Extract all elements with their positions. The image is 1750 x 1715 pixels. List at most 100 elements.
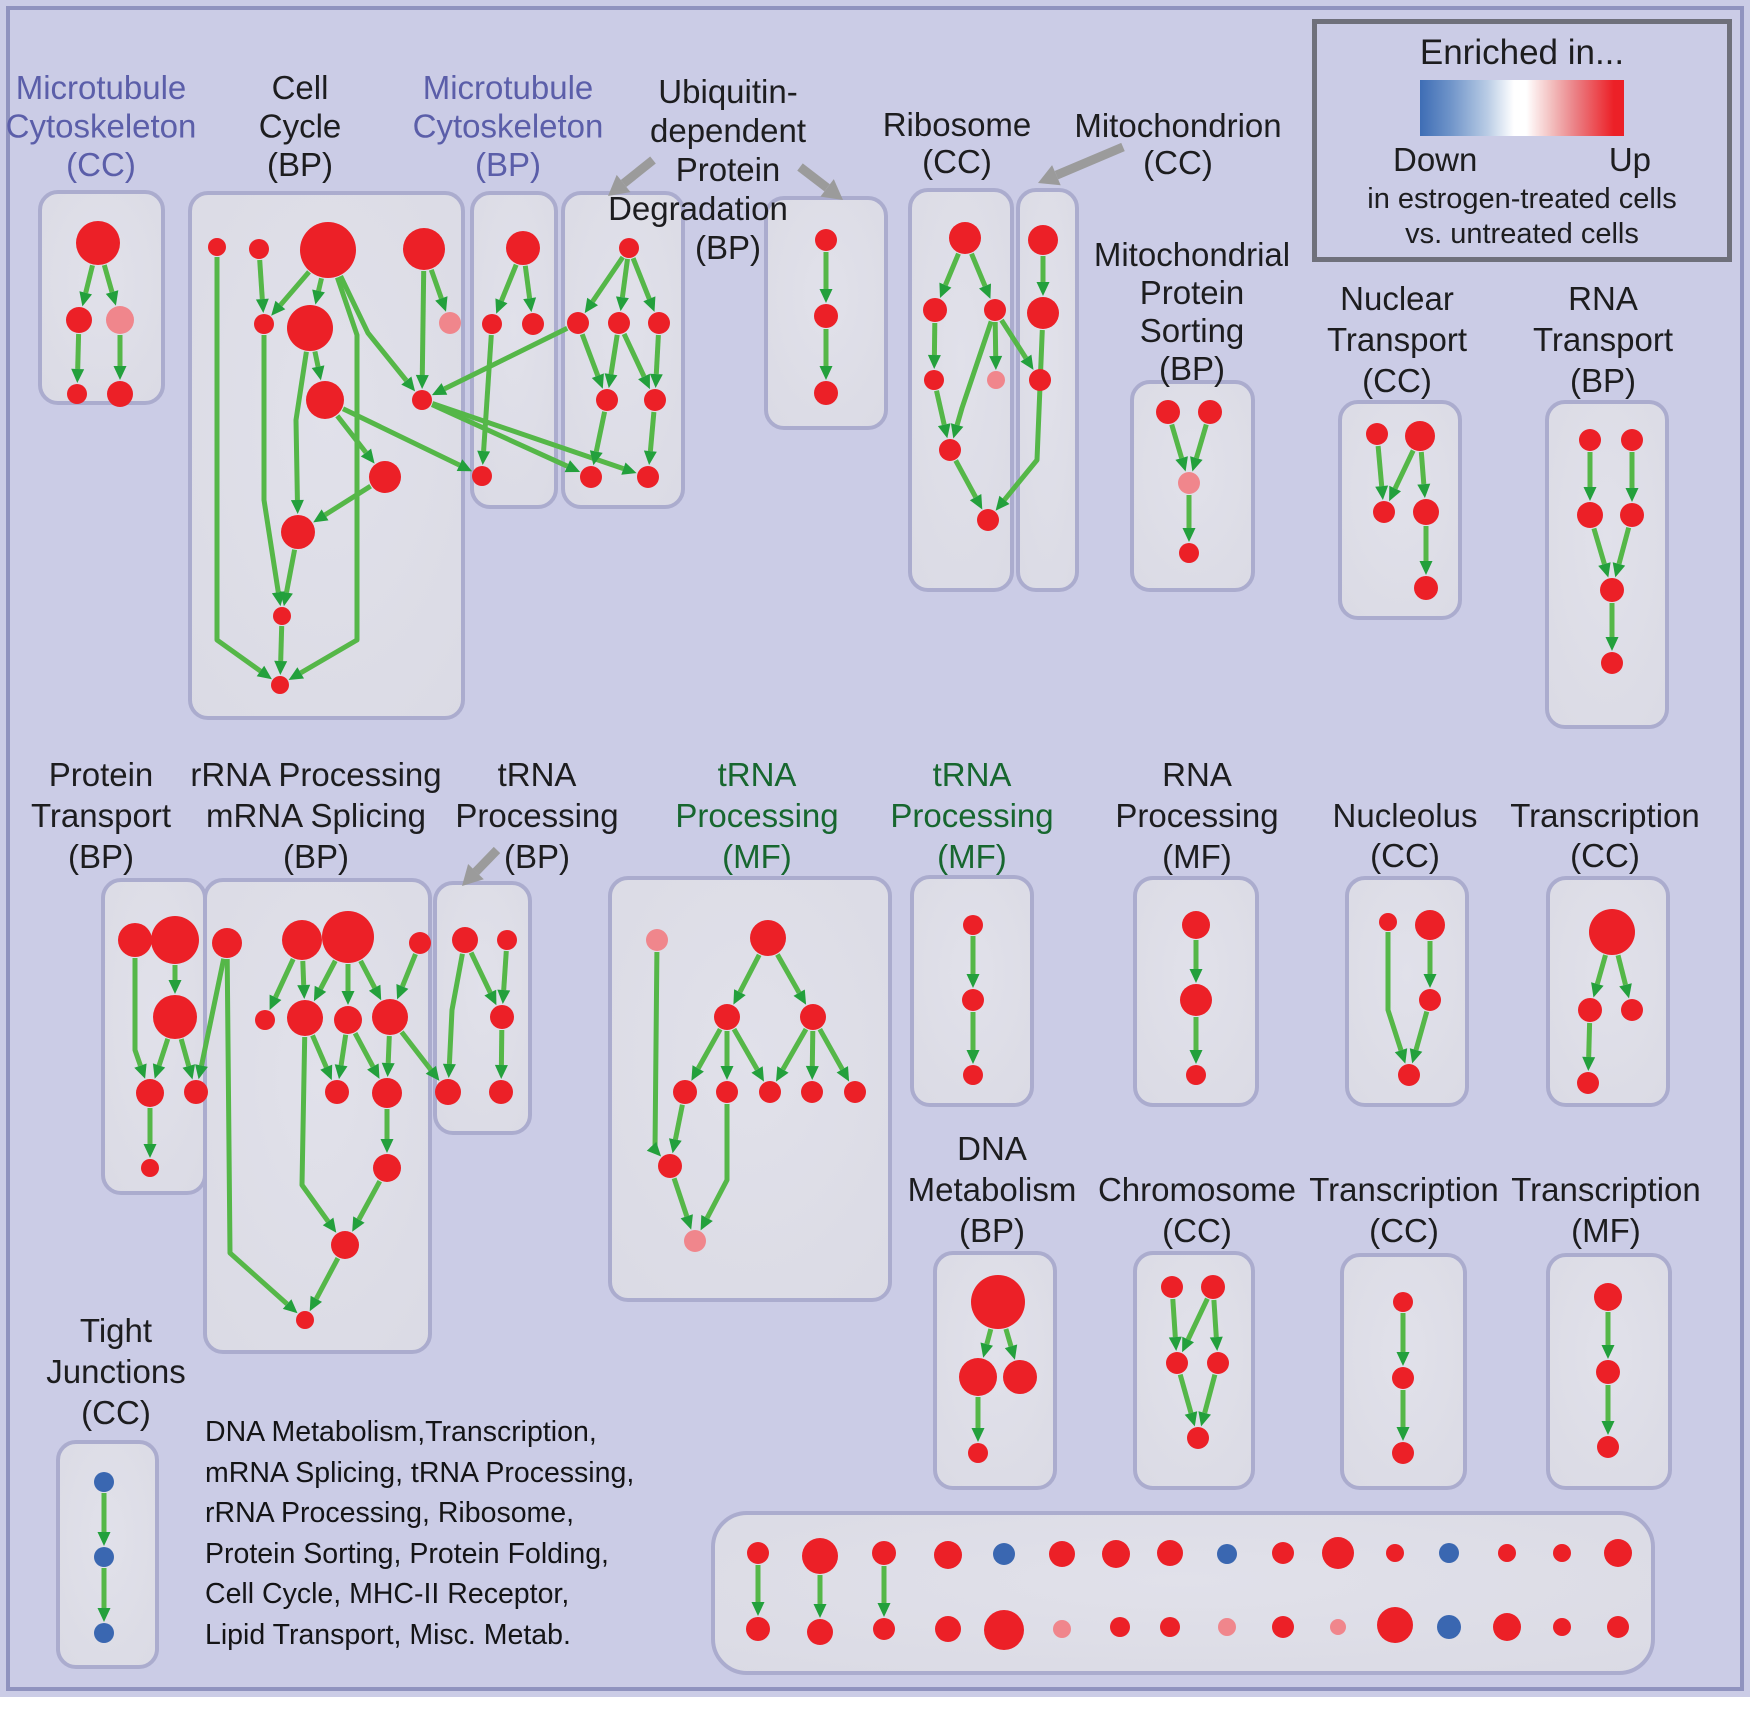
go-term-node-x3 bbox=[1621, 999, 1643, 1021]
go-term-node-q7 bbox=[334, 1006, 362, 1034]
edge-h4-h5 bbox=[1198, 1373, 1218, 1427]
edge-q7-q10 bbox=[352, 1032, 380, 1079]
cluster-label-rrna-processing-mrna-splicing: rRNA Processing mRNA Splicing (BP) bbox=[190, 756, 441, 875]
go-term-node-q9 bbox=[325, 1080, 349, 1104]
go-term-node-x4 bbox=[1577, 1072, 1599, 1094]
go-term-node-j5 bbox=[184, 1080, 208, 1104]
edge-c4-c9 bbox=[415, 270, 429, 389]
go-term-node-w2 bbox=[1027, 297, 1059, 329]
cluster-label-nuclear-transport: Nuclear Transport (CC) bbox=[1327, 280, 1467, 399]
edge-c9-u8 bbox=[431, 401, 637, 475]
go-term-node-q8 bbox=[372, 999, 408, 1035]
go-term-node-s2 bbox=[962, 989, 984, 1011]
go-term-node-h2 bbox=[1201, 1275, 1225, 1299]
go-term-node-B9 bbox=[1218, 1618, 1236, 1636]
edge-q2-q6 bbox=[297, 960, 311, 999]
go-term-node-j4 bbox=[136, 1079, 164, 1107]
go-term-node-t4 bbox=[435, 1079, 461, 1105]
go-term-node-d1 bbox=[971, 1275, 1025, 1329]
go-term-node-y3 bbox=[1392, 1442, 1414, 1464]
go-term-node-y2 bbox=[1392, 1367, 1414, 1389]
go-term-node-q3 bbox=[322, 911, 374, 963]
edge-k5-k6 bbox=[1605, 603, 1619, 651]
edge-u1-u3 bbox=[616, 258, 630, 312]
go-term-node-B13 bbox=[1437, 1615, 1461, 1639]
edge-k2-k4 bbox=[1625, 452, 1639, 502]
cluster-label-trna-processing-mf-1: tRNA Processing (MF) bbox=[675, 756, 838, 875]
go-term-node-b5 bbox=[993, 1543, 1015, 1565]
go-term-node-e4 bbox=[1413, 499, 1439, 525]
go-term-node-b13 bbox=[1439, 1543, 1459, 1563]
go-term-node-b15 bbox=[1553, 1544, 1571, 1562]
go-term-node-t5 bbox=[489, 1080, 513, 1104]
edge-a1-a2 bbox=[79, 264, 95, 307]
go-term-node-h1 bbox=[1161, 1276, 1183, 1298]
cluster-box-misc-terms bbox=[711, 1511, 1655, 1675]
cluster-label-trna-processing-mf-2: tRNA Processing (MF) bbox=[890, 756, 1053, 875]
edge-w1-w2 bbox=[1036, 256, 1050, 296]
edge-t2-t3 bbox=[497, 950, 511, 1004]
go-term-node-o3 bbox=[1419, 989, 1441, 1011]
go-term-node-w1 bbox=[1028, 225, 1058, 255]
legend-subtitle-2: vs. untreated cells bbox=[1405, 218, 1639, 250]
edge-j1-j4 bbox=[132, 958, 147, 1079]
edge-p1-p3 bbox=[1169, 423, 1188, 472]
edge-r6-r7 bbox=[953, 459, 983, 510]
edge-d1-d3 bbox=[1003, 1328, 1018, 1360]
go-term-node-B11 bbox=[1330, 1619, 1346, 1635]
go-term-node-z3 bbox=[1597, 1436, 1619, 1458]
edge-g3-g7 bbox=[731, 1027, 764, 1082]
cluster-box-transcription-cc-1 bbox=[1546, 876, 1670, 1107]
go-term-node-g11 bbox=[684, 1230, 706, 1252]
go-term-node-b6 bbox=[1049, 1541, 1075, 1567]
edge-t3-t5 bbox=[494, 1029, 508, 1079]
go-term-node-p2 bbox=[1198, 400, 1222, 424]
edge-j2-j3 bbox=[168, 965, 182, 994]
edge-d1-d2 bbox=[980, 1328, 994, 1358]
go-term-node-m4 bbox=[472, 466, 492, 486]
edge-c6-c11 bbox=[290, 351, 309, 514]
go-term-node-v1 bbox=[815, 229, 837, 251]
go-term-node-b12 bbox=[1386, 1544, 1404, 1562]
edge-c1-c13 bbox=[214, 257, 272, 680]
go-term-node-o2 bbox=[1415, 910, 1445, 940]
edge-j3-j5 bbox=[178, 1038, 195, 1080]
go-term-node-B8 bbox=[1160, 1617, 1180, 1637]
go-term-node-r3 bbox=[984, 299, 1006, 321]
edge-tj2-tj3 bbox=[97, 1568, 111, 1622]
misc-cluster-caption: DNA Metabolism,Transcription, mRNA Splic… bbox=[205, 1412, 634, 1656]
go-term-node-x1 bbox=[1589, 909, 1635, 955]
go-term-node-r4 bbox=[924, 370, 944, 390]
edge-v2-v3 bbox=[819, 329, 833, 380]
edge-g5-g10 bbox=[669, 1104, 685, 1154]
go-term-node-o4 bbox=[1398, 1064, 1420, 1086]
cluster-label-mitochondrial-protein-sorting: Mitochondrial Protein Sorting (BP) bbox=[1094, 236, 1290, 387]
pointer-arrow-ubiquitin-right-pointer bbox=[797, 163, 843, 200]
go-term-node-c13 bbox=[271, 676, 289, 694]
edge-g1-g10 bbox=[646, 951, 662, 1157]
go-term-node-B4 bbox=[935, 1616, 961, 1642]
go-term-node-r5 bbox=[987, 371, 1005, 389]
edge-r2-r4 bbox=[927, 322, 941, 369]
edge-g2-g3 bbox=[733, 953, 762, 1005]
go-term-node-k4 bbox=[1620, 503, 1644, 527]
edge-c9-u7 bbox=[430, 402, 581, 473]
go-term-node-c2 bbox=[249, 239, 269, 259]
edge-c8-m4 bbox=[341, 406, 473, 472]
edge-a1-a3 bbox=[101, 264, 119, 306]
go-term-node-o1 bbox=[1379, 913, 1397, 931]
go-term-node-u3 bbox=[608, 312, 630, 334]
misc-caption-line: Cell Cycle, MHC-II Receptor, bbox=[205, 1578, 570, 1611]
edge-a3-a5 bbox=[113, 335, 127, 380]
edge-c3-c9 bbox=[338, 275, 416, 392]
go-term-node-j3 bbox=[153, 995, 197, 1039]
cluster-label-ribosome: Ribosome (CC) bbox=[883, 106, 1032, 180]
go-term-node-s3 bbox=[963, 1065, 983, 1085]
go-term-node-u6 bbox=[644, 389, 666, 411]
go-term-node-q5 bbox=[255, 1010, 275, 1030]
go-term-node-c7 bbox=[439, 312, 461, 334]
edge-m1-m2 bbox=[495, 263, 519, 314]
legend-subtitle-1: in estrogen-treated cells bbox=[1367, 183, 1677, 215]
cluster-box-chromosome bbox=[1133, 1251, 1255, 1490]
edge-x2-x4 bbox=[1582, 1022, 1596, 1071]
